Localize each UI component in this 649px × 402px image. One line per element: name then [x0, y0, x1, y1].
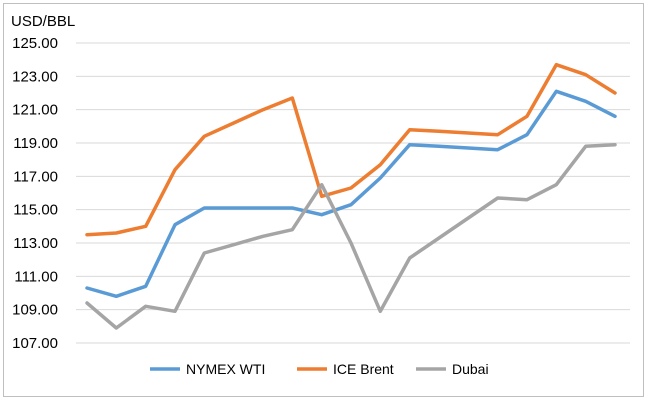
series-lines — [85, 62, 617, 330]
legend-label-nymex-wti: NYMEX WTI — [186, 361, 265, 377]
y-tick-label: 121.00 — [12, 102, 58, 119]
y-tick-label: 115.00 — [13, 202, 58, 219]
series-line-dubai — [85, 142, 617, 330]
series-line-ice-brent — [85, 62, 617, 237]
unit-label: USD/BBL — [11, 13, 75, 30]
y-axis-ticks: 125.00 123.00 121.00 119.00 117.00 115.00 113.… — [12, 35, 58, 352]
y-tick-label: 119.00 — [13, 135, 58, 152]
y-tick-label: 125.00 — [12, 35, 58, 52]
y-tick-label: 113.00 — [13, 235, 58, 252]
legend: NYMEX WTI ICE Brent Dubai — [150, 361, 489, 377]
legend-label-ice-brent: ICE Brent — [333, 361, 394, 377]
series-line-nymex-wti — [85, 89, 617, 299]
legend-label-dubai: Dubai — [452, 361, 489, 377]
y-tick-label: 123.00 — [12, 68, 58, 85]
chart-frame — [3, 3, 644, 397]
y-tick-label: 109.00 — [12, 302, 58, 319]
y-tick-label: 111.00 — [14, 268, 58, 285]
gridlines — [76, 42, 630, 344]
y-tick-label: 107.00 — [12, 335, 58, 352]
y-tick-label: 117.00 — [13, 168, 58, 185]
